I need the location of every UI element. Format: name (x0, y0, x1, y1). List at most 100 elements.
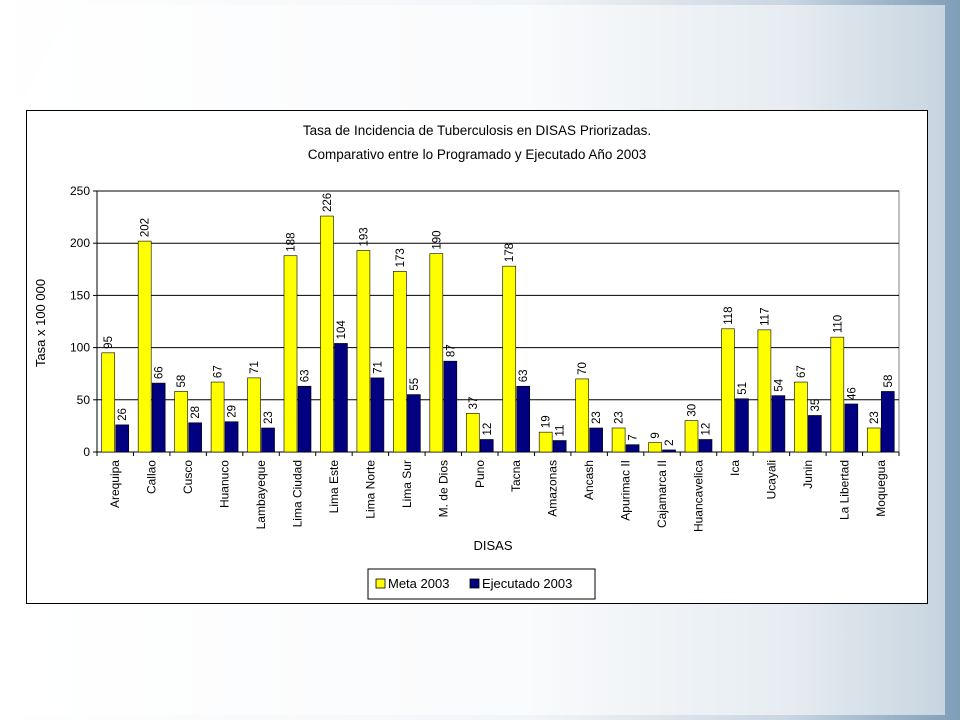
data-label-meta-9: 173 (395, 248, 407, 267)
bar-meta-2 (137, 240, 152, 453)
bar-meta-7 (320, 215, 334, 453)
data-label-ejecutado-9: 55 (409, 378, 421, 391)
x-axis-title: DISAS (473, 538, 512, 553)
legend-label-meta: Meta 2003 (388, 576, 449, 591)
x-tick-label-1: Arequipa (108, 460, 122, 508)
x-tick-label-10: M. de Dios (436, 460, 450, 517)
data-label-meta-18: 118 (723, 306, 735, 324)
data-label-ejecutado-14: 23 (591, 411, 603, 424)
y-tick-label: 50 (77, 393, 91, 407)
data-label-meta-4: 67 (213, 365, 225, 378)
legend: Meta 2003 Ejecutado 2003 (367, 568, 596, 600)
data-label-meta-2: 202 (140, 218, 152, 237)
bar-meta-3 (174, 391, 188, 453)
data-label-meta-5: 71 (249, 361, 261, 374)
x-tick-label-2: Callao (145, 460, 159, 494)
data-label-ejecutado-13: 11 (555, 425, 567, 437)
x-tick-label-21: La Libertad (837, 460, 851, 520)
x-tick-label-9: Lima Sur (400, 460, 414, 508)
plot-area: 0 50 100 150 200 250 95 26 Arequipa 202 66 Callao 58… (70, 184, 900, 532)
bar-meta-15 (611, 427, 626, 453)
x-tick-label-3: Cusco (181, 460, 195, 494)
bar-ejecutado-4 (224, 421, 239, 453)
bar-chart: Tasa de Incidencia de Tuberculosis en DI… (33, 123, 900, 600)
bar-ejecutado-10 (443, 360, 458, 453)
data-label-ejecutado-22: 58 (883, 375, 895, 388)
bar-ejecutado-20 (808, 415, 822, 453)
bar-meta-12 (502, 265, 517, 453)
data-label-ejecutado-12: 63 (518, 369, 530, 382)
legend-swatch-meta (375, 578, 386, 589)
bar-meta-9 (393, 271, 407, 453)
data-label-meta-22: 23 (869, 411, 881, 424)
data-label-ejecutado-17: 12 (701, 423, 713, 436)
data-label-ejecutado-3: 28 (190, 406, 202, 419)
bar-ejecutado-11 (479, 439, 494, 453)
data-label-ejecutado-6: 63 (300, 369, 312, 382)
bar-meta-18 (721, 328, 735, 453)
data-label-meta-14: 70 (577, 362, 589, 375)
data-label-meta-12: 178 (504, 243, 516, 262)
data-label-meta-16: 9 (650, 432, 662, 438)
data-label-ejecutado-1: 26 (117, 408, 129, 421)
data-label-meta-15: 23 (614, 411, 626, 424)
bar-ejecutado-9 (407, 394, 421, 453)
data-label-ejecutado-15: 7 (628, 434, 640, 440)
chart-title-line-1: Tasa de Incidencia de Tuberculosis en DI… (303, 123, 651, 138)
y-axis-title: Tasa x 100 000 (33, 279, 48, 367)
data-label-meta-10: 190 (431, 230, 443, 249)
x-tick-label-22: Moquegua (874, 460, 888, 517)
data-label-meta-21: 110 (832, 315, 844, 333)
x-tick-label-12: Tacna (509, 460, 523, 492)
x-tick-label-18: Ica (728, 460, 742, 476)
x-tick-label-11: Puno (473, 460, 487, 488)
bar-meta-19 (757, 329, 772, 453)
x-tick-label-5: Lambayeque (254, 460, 268, 530)
data-label-ejecutado-5: 23 (263, 411, 275, 424)
x-tick-label-7: Lima Este (327, 460, 341, 514)
data-label-ejecutado-16: 2 (664, 440, 676, 446)
bar-meta-4 (210, 381, 225, 453)
bar-meta-16 (648, 442, 662, 453)
x-tick-label-14: Ancash (582, 460, 596, 500)
data-label-ejecutado-20: 35 (810, 399, 822, 412)
bar-ejecutado-21 (844, 403, 859, 453)
bar-ejecutado-5 (261, 427, 275, 453)
data-label-ejecutado-19: 54 (773, 378, 785, 391)
bar-ejecutado-3 (188, 422, 202, 453)
bar-ejecutado-15 (625, 444, 640, 453)
bar-ejecutado-7 (334, 343, 348, 453)
bar-ejecutado-8 (370, 377, 385, 453)
data-label-ejecutado-10: 87 (445, 344, 457, 357)
x-tick-label-19: Ucayali (764, 460, 778, 499)
bar-ejecutado-12 (516, 385, 531, 453)
legend-box (367, 568, 596, 600)
data-label-ejecutado-18: 51 (737, 382, 749, 395)
bar-meta-14 (575, 378, 589, 453)
bar-meta-13 (538, 431, 553, 453)
bar-meta-17 (684, 420, 699, 453)
data-label-meta-6: 188 (286, 233, 298, 252)
x-tick-label-20: Junin (801, 460, 815, 489)
data-label-ejecutado-7: 104 (336, 320, 348, 340)
data-label-meta-19: 117 (759, 308, 771, 326)
bar-meta-22 (866, 427, 881, 453)
data-label-meta-7: 226 (322, 193, 334, 212)
y-tick-label: 100 (70, 341, 90, 355)
bar-ejecutado-6 (297, 385, 312, 453)
y-tick-label: 0 (83, 445, 90, 459)
data-label-meta-13: 19 (541, 415, 553, 428)
x-tick-label-8: Lima Norte (363, 460, 377, 519)
bar-ejecutado-18 (735, 398, 749, 453)
data-label-meta-8: 193 (358, 227, 370, 246)
x-tick-label-16: Cajamarca II (655, 460, 669, 528)
legend-label-ejecutado: Ejecutado 2003 (482, 576, 572, 591)
bar-ejecutado-2 (151, 382, 166, 453)
bar-meta-21 (830, 336, 845, 453)
data-label-ejecutado-11: 12 (482, 423, 494, 436)
x-tick-label-6: Lima Ciudad (291, 460, 305, 527)
bar-meta-6 (283, 255, 298, 453)
bar-meta-11 (465, 413, 480, 453)
data-label-meta-1: 95 (103, 336, 115, 349)
bar-ejecutado-1 (115, 424, 130, 453)
